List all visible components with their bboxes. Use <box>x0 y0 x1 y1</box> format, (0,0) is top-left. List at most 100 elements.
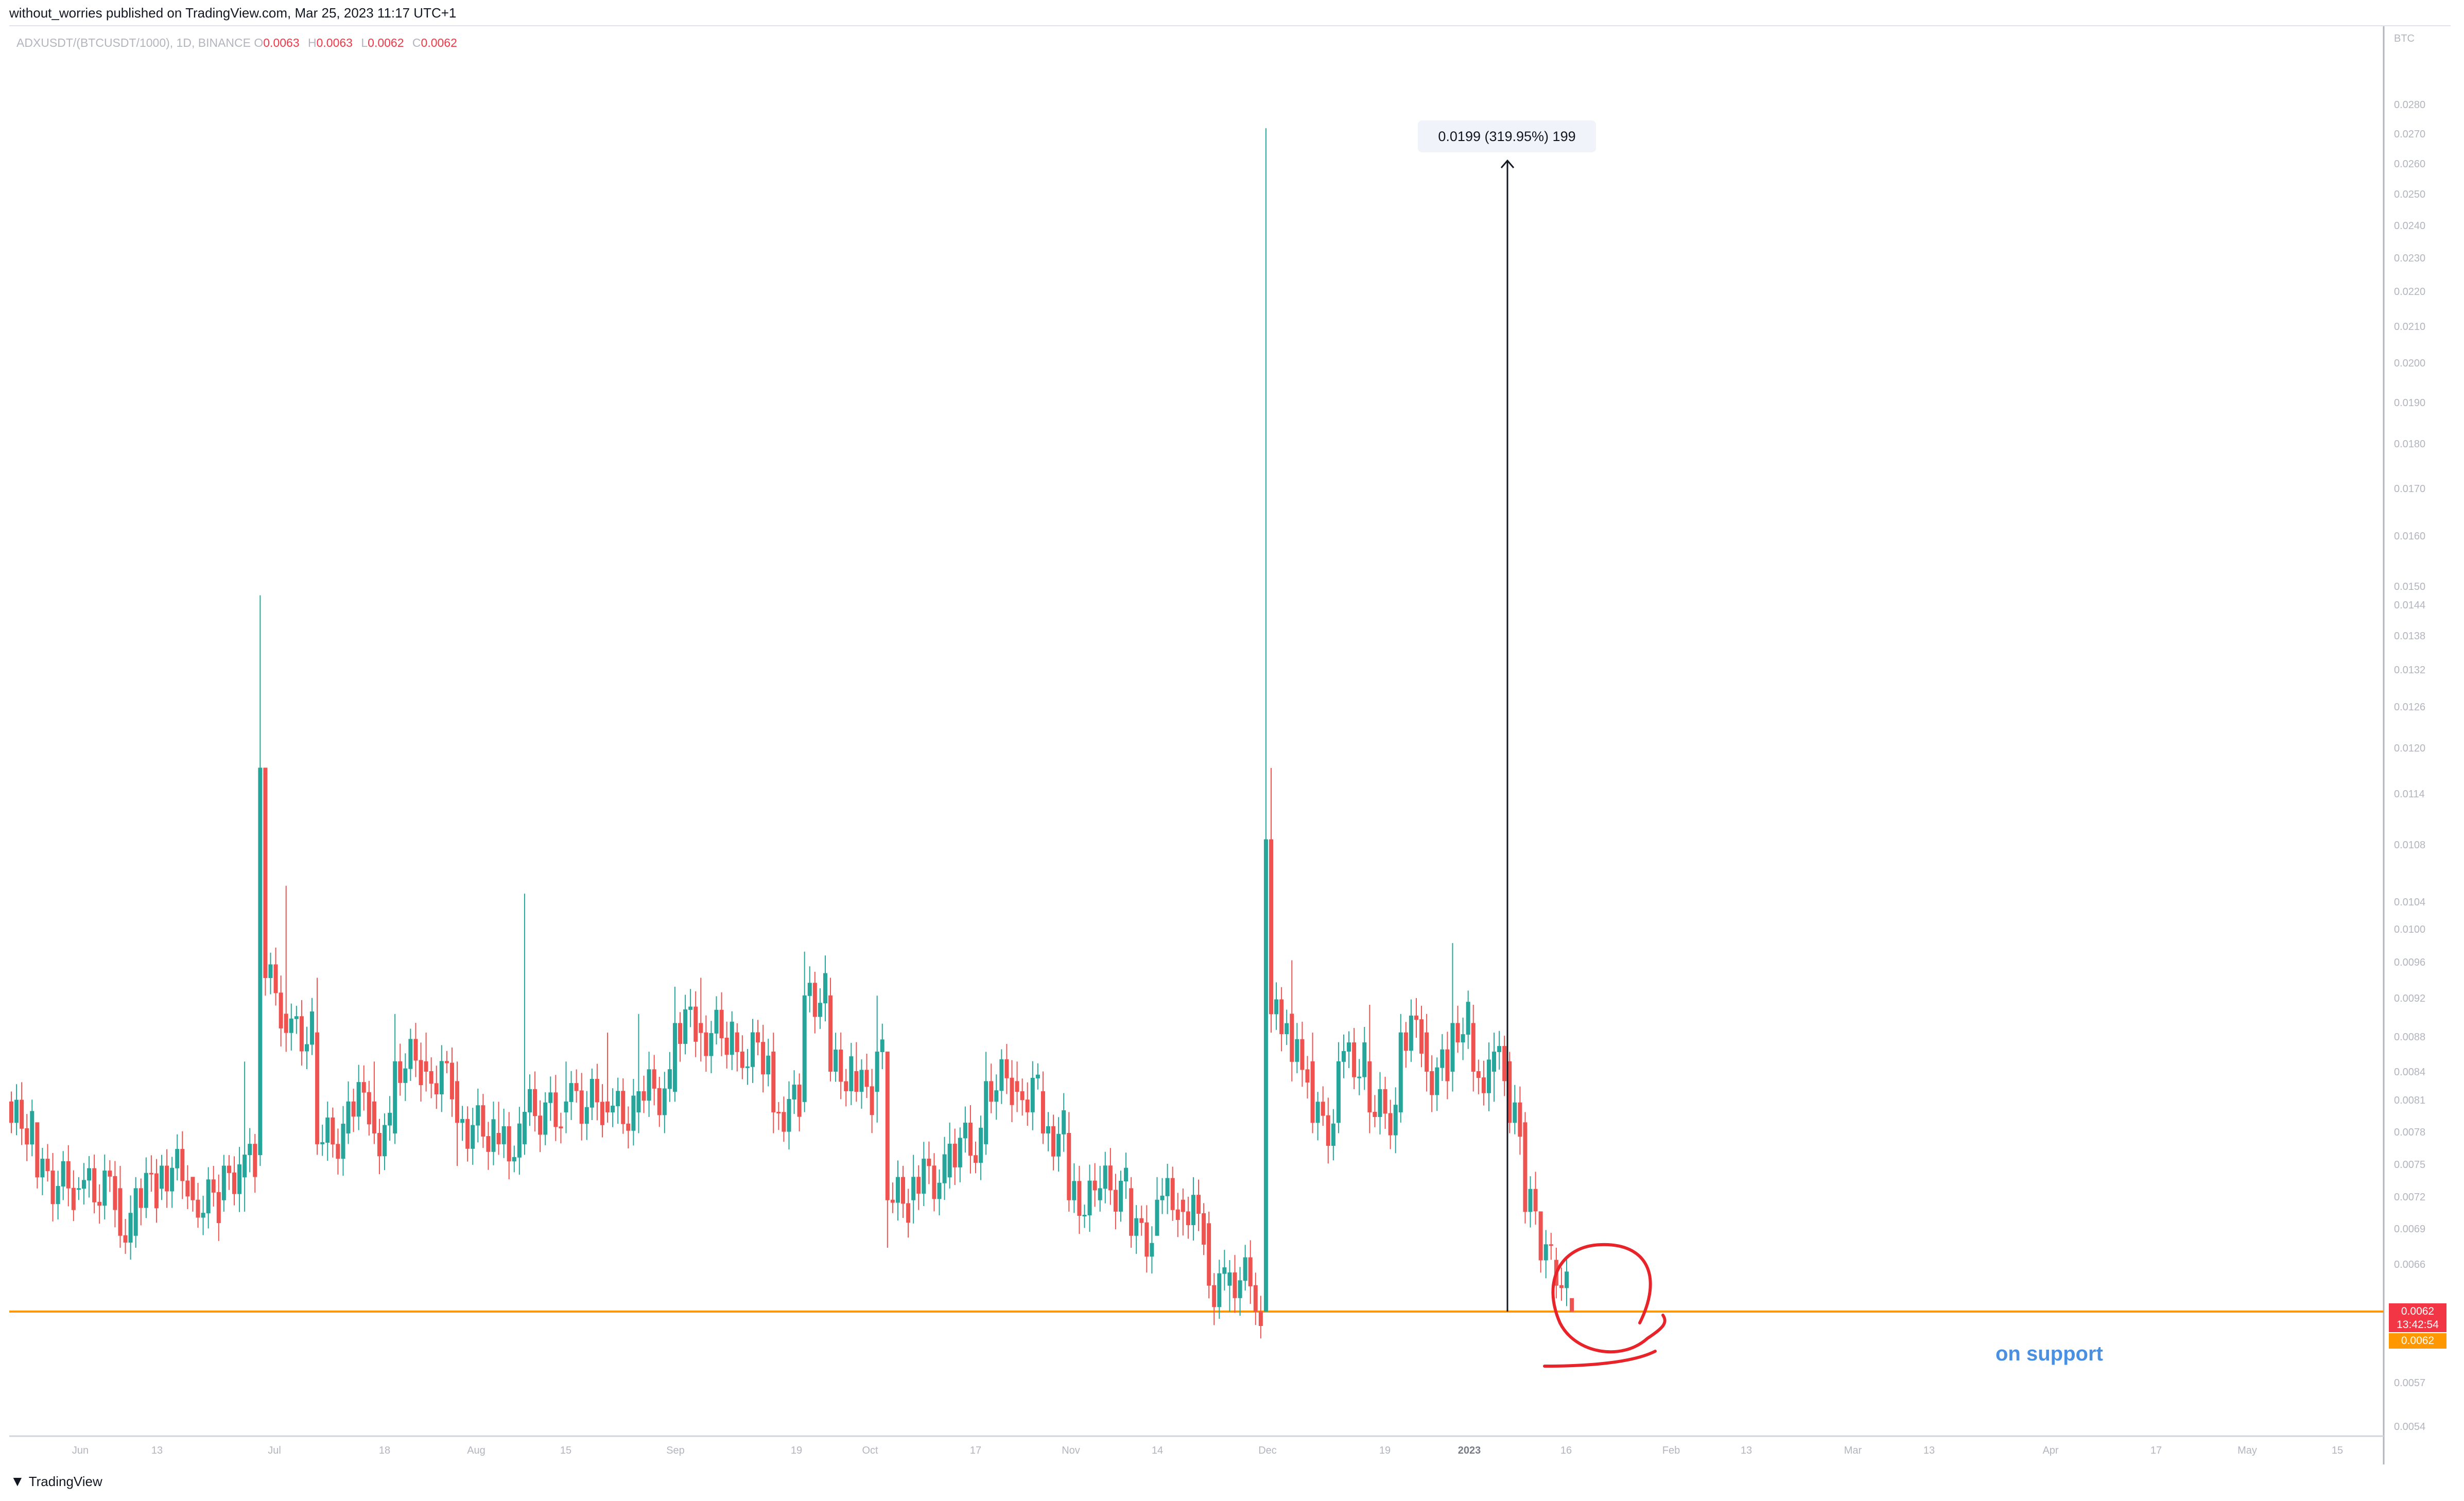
candle[interactable] <box>289 1003 293 1051</box>
candle[interactable] <box>652 1055 656 1106</box>
candle[interactable] <box>704 1015 708 1072</box>
candle[interactable] <box>1538 1211 1543 1273</box>
candle[interactable] <box>398 1043 403 1096</box>
candle[interactable] <box>901 1165 906 1218</box>
candle[interactable] <box>709 1021 714 1073</box>
candle[interactable] <box>232 1156 237 1206</box>
candle[interactable] <box>1398 1014 1403 1123</box>
candle[interactable] <box>724 1021 729 1069</box>
candle[interactable] <box>1103 1151 1107 1203</box>
candle[interactable] <box>792 1070 796 1114</box>
candle[interactable] <box>1388 1099 1393 1149</box>
candle[interactable] <box>522 894 527 1155</box>
candle[interactable] <box>963 1106 967 1153</box>
candle[interactable] <box>71 1170 76 1221</box>
candle[interactable] <box>1062 1093 1066 1152</box>
candle[interactable] <box>1082 1205 1087 1228</box>
candle[interactable] <box>1357 1059 1362 1095</box>
candle[interactable] <box>1367 1004 1372 1133</box>
candle[interactable] <box>771 1033 776 1133</box>
candle[interactable] <box>1046 1112 1050 1151</box>
candle[interactable] <box>393 1014 397 1144</box>
candle[interactable] <box>553 1075 558 1141</box>
candle[interactable] <box>1072 1163 1077 1213</box>
candle[interactable] <box>812 971 817 1034</box>
candle[interactable] <box>1336 1042 1341 1133</box>
candle[interactable] <box>325 1102 330 1161</box>
candle[interactable] <box>1476 1059 1481 1094</box>
candle[interactable] <box>641 1075 646 1113</box>
candle[interactable] <box>87 1156 92 1198</box>
candle[interactable] <box>528 1074 532 1126</box>
candle[interactable] <box>797 1073 802 1131</box>
candle[interactable] <box>1455 1005 1460 1053</box>
candle[interactable] <box>631 1078 636 1146</box>
candle[interactable] <box>543 1092 548 1145</box>
candle[interactable] <box>180 1131 185 1199</box>
candle[interactable] <box>968 1105 973 1174</box>
candle[interactable] <box>1051 1114 1056 1171</box>
candle[interactable] <box>994 1074 999 1120</box>
candle[interactable] <box>1341 1034 1346 1078</box>
candle[interactable] <box>341 1106 345 1176</box>
candle[interactable] <box>600 1084 604 1138</box>
candle[interactable] <box>1305 1056 1310 1099</box>
candle[interactable] <box>1118 1171 1123 1222</box>
candle[interactable] <box>761 1024 766 1093</box>
candle[interactable] <box>1263 128 1268 1312</box>
candle[interactable] <box>149 1155 153 1192</box>
candle[interactable] <box>589 1069 594 1121</box>
candle[interactable] <box>424 1033 428 1092</box>
candle[interactable] <box>1378 1072 1382 1135</box>
candle[interactable] <box>885 1051 890 1248</box>
candle[interactable] <box>636 1014 641 1133</box>
candle[interactable] <box>1419 1005 1424 1068</box>
candle[interactable] <box>444 1051 449 1074</box>
candle[interactable] <box>802 951 807 1112</box>
candle[interactable] <box>927 1141 931 1184</box>
candle[interactable] <box>383 1113 387 1171</box>
candle[interactable] <box>1425 1014 1429 1092</box>
candle[interactable] <box>1025 1082 1030 1126</box>
candle[interactable] <box>989 1063 994 1113</box>
candle[interactable] <box>818 988 822 1029</box>
candle[interactable] <box>66 1145 71 1207</box>
candle[interactable] <box>714 996 719 1045</box>
candle[interactable] <box>1373 1095 1377 1127</box>
candle[interactable] <box>133 1177 138 1248</box>
candle[interactable] <box>481 1094 485 1148</box>
candle[interactable] <box>751 1019 755 1083</box>
candle[interactable] <box>595 1063 599 1121</box>
candle[interactable] <box>1004 1044 1009 1094</box>
candle[interactable] <box>1170 1166 1175 1221</box>
candle[interactable] <box>1315 1092 1320 1141</box>
candle[interactable] <box>35 1122 40 1189</box>
candle[interactable] <box>211 1166 216 1207</box>
candle[interactable] <box>1248 1240 1253 1304</box>
candle[interactable] <box>870 1069 874 1133</box>
candle[interactable] <box>449 1048 454 1117</box>
candle[interactable] <box>1067 1112 1071 1212</box>
candle[interactable] <box>1518 1086 1522 1155</box>
candle[interactable] <box>932 1153 936 1212</box>
candle[interactable] <box>621 1078 626 1134</box>
candle[interactable] <box>605 1033 610 1123</box>
candle[interactable] <box>1144 1205 1149 1273</box>
candle[interactable] <box>81 1163 86 1205</box>
candle[interactable] <box>906 1189 911 1238</box>
candle[interactable] <box>25 1114 29 1161</box>
candle[interactable] <box>1087 1164 1092 1232</box>
candle[interactable] <box>118 1166 123 1248</box>
candle[interactable] <box>56 1171 60 1220</box>
candle[interactable] <box>1160 1178 1165 1214</box>
candle[interactable] <box>1362 1027 1367 1090</box>
candle[interactable] <box>1507 1052 1512 1133</box>
candle[interactable] <box>849 1042 854 1105</box>
candle[interactable] <box>683 994 688 1055</box>
candle[interactable] <box>1403 1022 1408 1068</box>
candle[interactable] <box>828 978 833 1081</box>
candle[interactable] <box>486 1122 491 1170</box>
candle[interactable] <box>1321 1086 1325 1126</box>
candle[interactable] <box>745 1049 750 1085</box>
candle[interactable] <box>662 1072 667 1133</box>
